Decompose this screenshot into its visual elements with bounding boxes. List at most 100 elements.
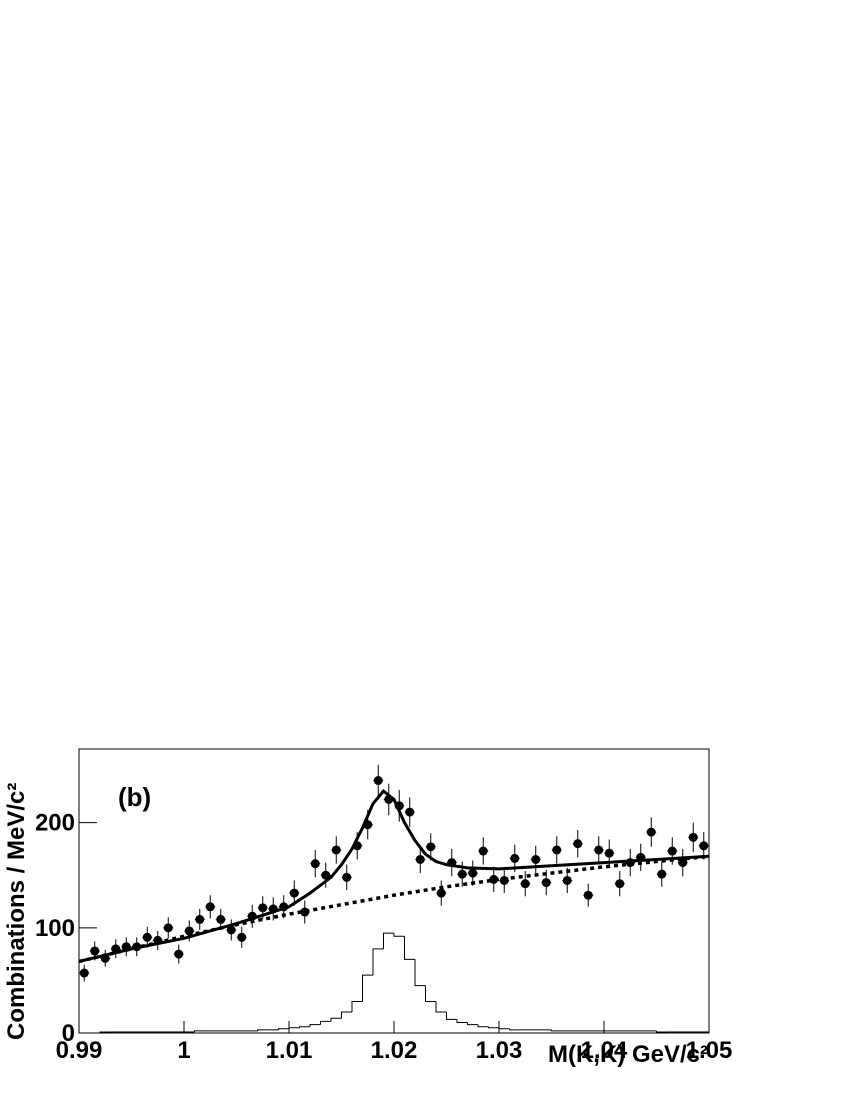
histogram-bin [99, 1031, 111, 1033]
histogram-bin [362, 974, 373, 1002]
data-point [688, 832, 698, 842]
data-point [363, 820, 373, 830]
data-point [583, 890, 593, 900]
data-point [489, 874, 499, 884]
histogram-bin [194, 1030, 205, 1032]
annotation: (b) [118, 782, 151, 812]
data-point [405, 807, 415, 817]
histogram-bin [498, 1027, 510, 1030]
histogram-bin [456, 1019, 468, 1023]
data-point [184, 926, 194, 936]
histogram-bin [320, 1020, 331, 1025]
histogram-bin [477, 1024, 489, 1028]
data-point [615, 879, 625, 889]
data-point [247, 911, 257, 921]
data-point [163, 923, 173, 933]
data-point [142, 932, 152, 942]
background-curve [78, 854, 710, 964]
data-point [678, 858, 688, 868]
histogram-bin [404, 936, 415, 960]
histogram-bin [309, 1024, 321, 1027]
data-point [352, 841, 362, 851]
data-point [436, 888, 446, 898]
data-point [604, 848, 614, 858]
data-point [79, 968, 89, 978]
x-tick-label: 1.01 [266, 1037, 313, 1064]
data-point [310, 859, 320, 869]
data-point [699, 841, 709, 851]
data-point [226, 925, 236, 935]
histogram-bin [383, 932, 394, 949]
data-point [289, 888, 299, 898]
data-point [279, 902, 289, 912]
histogram-bin [288, 1027, 300, 1029]
histogram-bin [656, 1030, 667, 1033]
y-axis-label: Combinations / MeV/c² [3, 783, 30, 1040]
data-point [531, 854, 541, 864]
data-point [111, 944, 121, 954]
data-point [90, 946, 100, 956]
histogram-bin [278, 1028, 289, 1030]
histogram-bin [341, 1011, 352, 1019]
data-point [541, 878, 551, 888]
data-point [636, 852, 646, 862]
y-tick-label: 0 [62, 1020, 75, 1047]
histogram-bin [330, 1017, 342, 1022]
data-point [132, 942, 142, 952]
histogram-bin [467, 1022, 478, 1026]
histogram-bin [435, 1001, 447, 1013]
histogram-bin [393, 933, 405, 937]
data-point [384, 794, 394, 804]
histogram-bin [299, 1026, 310, 1028]
data-point [447, 858, 457, 868]
data-point [573, 839, 583, 849]
data-point [321, 870, 331, 880]
data-point [415, 854, 425, 864]
data-point [625, 858, 635, 868]
data-point [657, 869, 667, 879]
histogram-bin [351, 1000, 363, 1012]
data-point [394, 801, 404, 811]
data-point [520, 879, 530, 889]
data-point [100, 953, 110, 963]
data-point [237, 932, 247, 942]
data-point [216, 914, 226, 924]
data-point [478, 846, 488, 856]
data-point [499, 875, 509, 885]
histogram-bin [509, 1028, 520, 1031]
data-point [667, 846, 677, 856]
histogram-bin [425, 985, 436, 1002]
data-point [594, 845, 604, 855]
data-point [552, 845, 562, 855]
plot-frame [78, 748, 710, 1034]
data-point [426, 842, 436, 852]
data-point [373, 776, 383, 786]
y-tick-label: 100 [35, 915, 75, 942]
data-point [205, 902, 215, 912]
histogram-bin [446, 1011, 457, 1020]
x-tick-label: 1.02 [371, 1037, 418, 1064]
x-tick-label: 1.05 [686, 1037, 733, 1064]
y-tick-label: 200 [35, 810, 75, 837]
data-point [268, 904, 278, 914]
data-point [510, 853, 520, 863]
data-point [468, 868, 478, 878]
data-point [331, 845, 341, 855]
x-tick-label: 1 [177, 1037, 190, 1064]
data-point [300, 907, 310, 917]
data-point [174, 949, 184, 959]
data-point [562, 875, 572, 885]
x-axis-label: M(K,K) GeV/c² [548, 1041, 708, 1068]
x-tick-label: 0.99 [56, 1037, 103, 1064]
x-tick-label: 1.04 [581, 1037, 628, 1064]
data-point [153, 935, 163, 945]
data-point [457, 869, 467, 879]
data-point [258, 903, 268, 913]
histogram-bin [488, 1026, 499, 1029]
data-point [121, 942, 131, 952]
histogram-bin [372, 948, 384, 976]
histogram-bin [551, 1029, 562, 1032]
histogram-bin [414, 959, 426, 987]
data-point [342, 872, 352, 882]
